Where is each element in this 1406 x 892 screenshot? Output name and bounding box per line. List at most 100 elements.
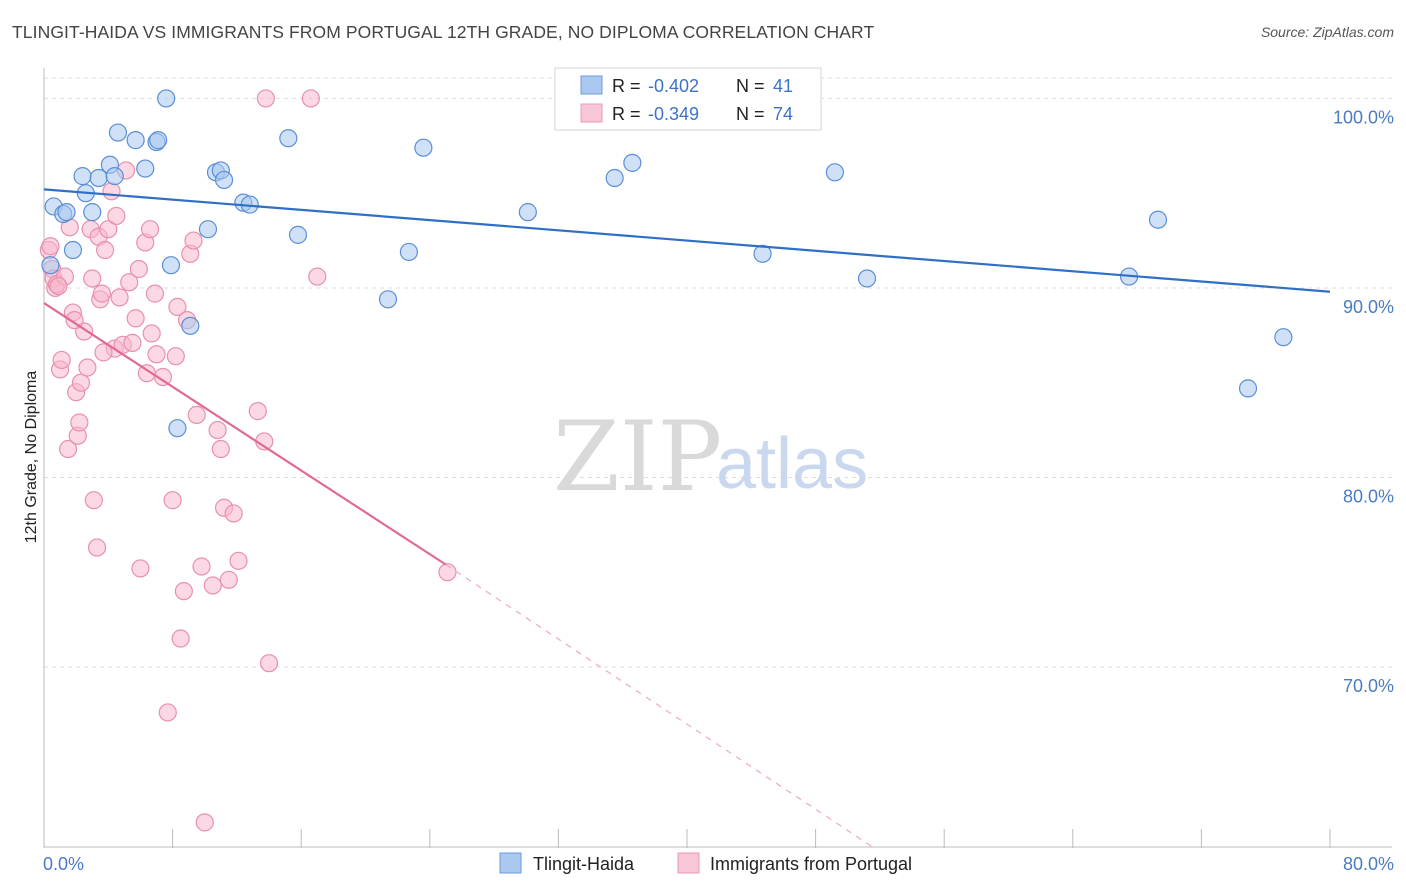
data-point [166,347,185,366]
data-point [110,288,129,307]
data-point [438,563,457,582]
data-point [224,504,243,523]
data-point [195,813,214,832]
data-point [84,491,103,510]
data-point [57,203,76,222]
data-point [161,256,181,275]
data-point [108,123,128,142]
data-point [171,629,190,648]
bottom-legend-label-tlingit: Tlingit-Haida [533,854,635,874]
data-point [288,225,308,244]
data-point [63,240,83,260]
data-point [78,358,97,377]
data-point [136,159,155,178]
source-label: Source: ZipAtlas.com [1260,24,1394,40]
trend-lines [43,188,1331,848]
data-point [107,206,126,226]
data-point [378,290,398,309]
data-point [158,703,177,722]
trend-line-tlingit [43,188,1331,293]
data-point [95,240,115,260]
data-point [623,153,642,172]
data-point [70,413,89,432]
data-point [140,220,160,239]
data-point [149,131,168,150]
data-point [192,557,211,576]
legend-n-label-portugal: N = [736,104,765,124]
data-point [71,373,91,392]
data-point [301,89,320,108]
y-axis-title: 12th Grade, No Diploma [23,371,40,544]
data-point [120,273,139,292]
series-legend: Tlingit-Haida Immigrants from Portugal [499,852,912,874]
data-point [1274,328,1293,347]
stats-legend: R = -0.402 N = 41 R = -0.349 N = 74 [554,67,822,131]
axes [43,68,1392,848]
data-point [1148,210,1168,229]
data-point [308,267,327,286]
data-point [168,419,187,438]
data-point [73,167,92,186]
data-point [65,311,84,330]
data-point [123,333,142,352]
legend-swatch-portugal [580,103,603,123]
data-point [59,439,78,459]
data-point [126,309,145,328]
data-point [211,439,230,459]
data-point [163,491,182,510]
data-point [94,343,113,362]
watermark-atlas: atlas [716,424,868,504]
x-tick-label: 80.0% [1343,854,1394,874]
watermark-zip: ZIP [553,401,722,513]
bottom-legend-label-portugal: Immigrants from Portugal [710,854,912,874]
legend-r-label-tlingit: R = [612,76,641,96]
data-point [605,168,624,188]
data-point [145,284,165,303]
data-point [49,276,68,296]
x-tick-label: 0.0% [43,854,84,874]
data-point [83,269,102,288]
data-point [41,237,60,256]
data-point [147,345,166,364]
legend-r-value-portugal: -0.349 [648,104,699,124]
data-point [142,324,161,343]
data-point [279,129,298,148]
data-point [229,551,248,570]
data-point [214,170,234,190]
y-tick-label: 80.0% [1343,486,1394,506]
data-point [92,284,111,303]
data-point [259,654,279,673]
data-point [399,242,419,262]
series-tlingit-points [41,89,1293,438]
data-point [825,163,844,182]
data-point [102,182,121,201]
data-point [129,259,148,279]
data-point [126,131,145,150]
data-point [753,244,772,263]
watermark: ZIP atlas [553,401,868,513]
legend-n-value-tlingit: 41 [773,76,793,96]
y-tick-label: 90.0% [1343,297,1394,317]
data-point [41,256,60,275]
x-tick-labels: 0.0% 80.0% [43,854,1394,874]
data-point [219,570,238,589]
data-point [857,269,877,288]
y-tick-label: 70.0% [1343,676,1394,696]
data-point [1238,379,1258,398]
grid-lines [44,77,1392,668]
trend-line-portugal-extension [445,564,873,848]
data-point [105,167,124,186]
data-point [181,316,200,335]
chart-title: TLINGIT-HAIDA VS IMMIGRANTS FROM PORTUGA… [12,22,875,42]
data-point [174,582,193,601]
data-point [184,231,203,250]
data-point [168,297,187,316]
data-point [256,89,275,108]
data-point [157,89,176,108]
data-point [198,220,218,239]
bottom-legend-swatch-portugal [677,852,700,874]
bottom-legend-swatch-tlingit [499,852,522,874]
data-point [518,203,537,222]
legend-n-value-portugal: 74 [773,104,793,124]
